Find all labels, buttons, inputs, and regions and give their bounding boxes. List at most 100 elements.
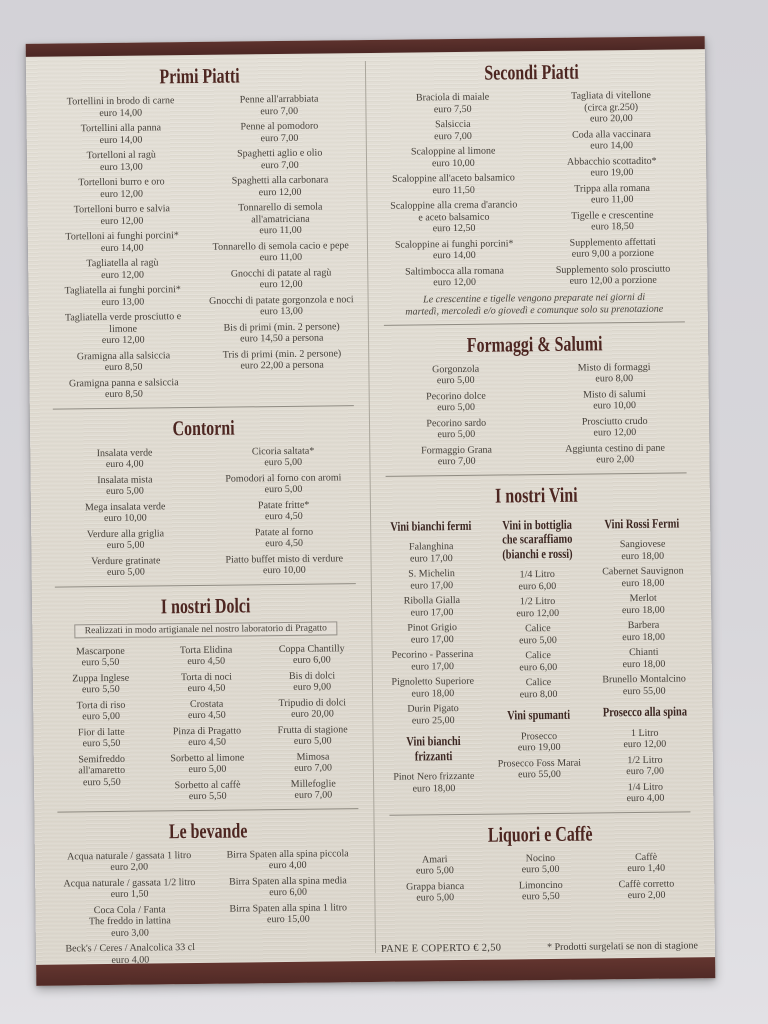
menu-item-name: Aggiunta cestino di pane <box>565 442 665 455</box>
menu-item: Sangiovese euro 18,00 <box>620 539 666 563</box>
menu-item: Amari euro 5,00 <box>416 854 454 877</box>
menu-item-price: euro 10,00 <box>431 157 475 169</box>
menu-item-name: Trippa alla romana <box>574 182 651 195</box>
menu-item-name: Spaghetti aglio e olio <box>236 147 323 160</box>
menu-item: Pinza di Pragatto euro 4,50 <box>173 725 242 749</box>
menu-item-price: euro 18,00 <box>621 604 665 616</box>
menu-item: Tripudio di dolci euro 20,00 <box>279 697 347 721</box>
menu-item-name: Gorgonzola <box>432 363 480 375</box>
menu-item-price: euro 13,00 <box>99 161 143 173</box>
menu-item: Patate al forno euro 4,50 <box>255 526 314 550</box>
menu-item-price: euro 7,00 <box>294 789 333 802</box>
menu-item-price: euro 8,50 <box>104 361 143 374</box>
menu-item-name: Patate al forno <box>254 526 314 539</box>
menu-item-name: Mimosa <box>296 751 330 763</box>
menu-item-name: Calice <box>525 677 552 689</box>
menu-item: Falanghina euro 17,00 <box>409 541 454 565</box>
menu-item: Cabernet Sauvignon euro 18,00 <box>602 566 684 590</box>
menu-item-price: euro 18,00 <box>412 782 456 795</box>
menu-item-name: Brunello Montalcino <box>602 673 686 686</box>
menu-column: Birra Spaten alla spina piccola euro 4,00… <box>208 848 368 969</box>
menu-item: Ribolla Gialla euro 17,00 <box>404 595 461 619</box>
menu-item-price: euro 18,00 <box>622 658 666 670</box>
menu-item-price: euro 12,50 <box>432 222 476 235</box>
menu-item-price: euro 4,50 <box>264 510 303 523</box>
menu-item: Scaloppine all'aceto balsamico euro 11,50 <box>392 172 515 196</box>
menu-item-price: euro 14,00 <box>100 242 144 254</box>
menu-item: Tortelloni burro e salvia euro 12,00 <box>74 203 170 227</box>
section-vini: I nostri Vini Vini bianchi fermi Falanghin… <box>376 476 701 819</box>
menu-item-name: Spaghetti alla carbonara <box>231 174 329 187</box>
menu-item: Frutta di stagione euro 5,00 <box>278 724 348 748</box>
menu-item-name: Gramigna panna e salsiccia <box>68 376 179 390</box>
menu-item-name: Braciola di maiale <box>415 91 490 104</box>
menu-item: Spaghetti alla carbonara euro 12,00 <box>232 175 329 199</box>
menu-item: Insalata mista euro 5,00 <box>97 474 153 498</box>
menu-item-name: Penne al pomodoro <box>240 120 319 133</box>
section-contorni: Contorni Insalata verde euro 4,00 Insalata … <box>43 409 366 591</box>
menu-item-name: Barbera <box>627 620 660 632</box>
menu-item-name: Birra Spaten alla spina 1 litro <box>229 902 348 915</box>
menu-item-name: Gnocchi di patate gorgonzola e noci <box>209 293 354 307</box>
menu-item-name: Tripudio di dolci <box>278 697 347 709</box>
menu-item-price: euro 19,00 <box>517 742 561 754</box>
menu-item-price: euro 5,50 <box>82 776 121 789</box>
artisanal-note: Realizzati in modo artigianale nel nostr… <box>74 621 338 639</box>
menu-item: Prosciutto crudo euro 12,00 <box>582 416 648 440</box>
section-columns: Amari euro 5,00 Grappa bianca euro 5,00 Noci… <box>382 851 700 909</box>
menu-item-name: Beck's / Ceres / Analcolica 33 cl <box>65 942 196 955</box>
menu-item: Prosecco euro 19,00 <box>518 731 561 754</box>
menu-item-name: Tortelloni burro e oro <box>78 176 165 189</box>
menu-item-price: euro 11,50 <box>432 184 475 196</box>
menu-item-name: Pomodori al forno con aromi <box>225 472 342 485</box>
menu-item-name: Calice <box>525 650 551 662</box>
menu-item-price: euro 5,00 <box>437 401 476 414</box>
menu-item-name: Formaggio Grana <box>421 444 493 457</box>
menu-item-price: euro 15,00 <box>266 914 310 926</box>
menu-item: Caffè euro 1,40 <box>627 852 665 875</box>
menu-item-price: euro 5,00 <box>416 892 455 904</box>
menu-item-name: Coppa Chantilly <box>278 643 345 655</box>
menu-item-name: Falanghina <box>408 541 454 553</box>
menu-item: Millefoglie euro 7,00 <box>291 778 336 802</box>
menu-item-name: Caffè corretto <box>618 878 675 891</box>
menu-item: Tortelloni burro e oro euro 12,00 <box>78 176 164 200</box>
menu-item: Sorbetto al limone euro 5,00 <box>170 752 244 776</box>
menu-column: Torta Elidina euro 4,50 Torta di noci euro … <box>153 644 261 807</box>
menu-item-price: euro 3,00 <box>111 927 149 939</box>
menu-item: 1/2 Litro euro 12,00 <box>516 596 559 619</box>
menu-item: Insalata verde euro 4,00 <box>97 447 153 471</box>
menu-item-price: euro 20,00 <box>291 708 334 721</box>
menu-item: Caffè corretto euro 2,00 <box>619 879 675 903</box>
section-title: Liquori e Caffè <box>487 821 593 847</box>
menu-item: Gorgonzola euro 5,00 <box>432 363 479 387</box>
menu-item: Scaloppine alla crema d'arancio e aceto … <box>390 199 517 235</box>
menu-item: Prosecco Foss Marai euro 55,00 <box>498 758 582 782</box>
menu-item: Supplemento affettati euro 9,00 a porzion… <box>570 236 656 260</box>
menu-column: Acqua naturale / gassata 1 litro euro 2,0… <box>50 850 210 971</box>
section-secondi-piatti: Secondi Piatti Braciola di maiale euro 7,5… <box>371 53 695 328</box>
menu-item-name: Scaloppine al limone <box>410 145 496 158</box>
menu-item-name: Tortelloni burro e salvia <box>73 203 170 216</box>
menu-item: Tonnarello di semola cacio e pepe euro 11… <box>213 240 349 265</box>
menu-item-name: Cicoria saltata* <box>251 445 315 458</box>
menu-item: Brunello Montalcino euro 55,00 <box>602 674 686 698</box>
menu-item: Crostata euro 4,50 <box>188 698 226 721</box>
menu-item: Calice euro 6,00 <box>519 650 557 673</box>
menu-item-price: euro 10,00 <box>262 564 306 577</box>
menu-item: Tortelloni ai funghi porcini* euro 14,00 <box>65 230 179 254</box>
menu-item-name: Salsiccia <box>435 118 471 131</box>
menu-item-name: Tortelloni ai funghi porcini* <box>65 230 179 243</box>
menu-item: Penne all'arrabbiata euro 7,00 <box>240 94 319 118</box>
menu-item: Tagliata di vitellone (circa gr.250) euro… <box>571 90 651 125</box>
menu-item-price: euro 55,00 <box>622 685 666 697</box>
menu-column: Misto di formaggi euro 8,00 Misto di salum… <box>535 361 695 471</box>
menu-item: Salsiccia euro 7,00 <box>434 119 472 142</box>
menu-item-price: euro 17,00 <box>411 660 455 673</box>
section-primi-piatti: Primi Piatti Tortellini in brodo di carne… <box>39 57 364 412</box>
menu-item-name: Tortellini alla panna <box>80 122 162 135</box>
section-columns: Acqua naturale / gassata 1 litro euro 2,0… <box>50 848 368 971</box>
section-dolci: I nostri Dolci Realizzati in modo artigia… <box>45 587 369 816</box>
menu-column: Nocino euro 5,00 Limoncino euro 5,50 <box>488 852 594 907</box>
menu-item: Pecorino dolce euro 5,00 <box>426 390 486 414</box>
